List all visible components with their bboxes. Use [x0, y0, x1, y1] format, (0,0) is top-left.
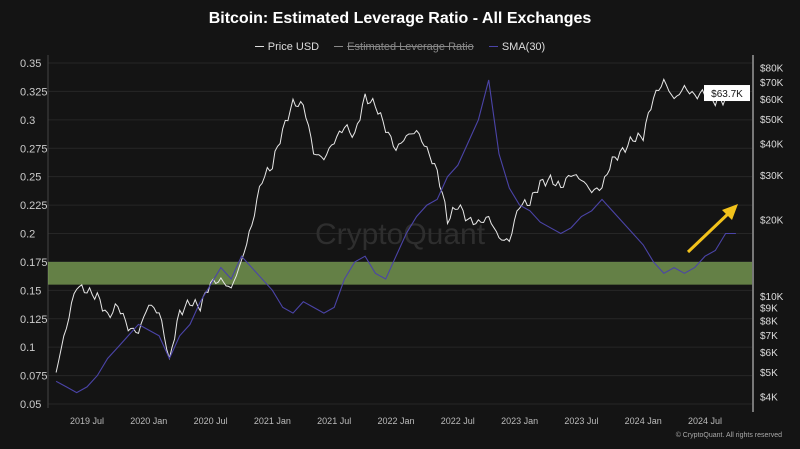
x-tick-label: 2023 Jan: [501, 416, 538, 426]
y-left-tick-label: 0.3: [20, 115, 35, 127]
x-tick-label: 2021 Jul: [317, 416, 351, 426]
y-left-tick-label: 0.35: [20, 58, 41, 70]
copyright-footer: © CryptoQuant. All rights reserved: [675, 432, 782, 439]
x-tick-label: 2019 Jul: [70, 416, 104, 426]
legend-item-sma[interactable]: SMA(30): [488, 40, 546, 53]
y-left-tick-label: 0.15: [20, 285, 41, 297]
y-right-tick-label: $10K: [760, 292, 784, 303]
highlight-band: [48, 261, 752, 285]
y-right-tick-label: $20K: [760, 216, 784, 227]
y-right-tick-label: $30K: [760, 171, 784, 182]
y-right-tick-label: $50K: [760, 115, 784, 126]
y-right-tick-label: $7K: [760, 331, 778, 342]
x-tick-label: 2022 Jul: [441, 416, 475, 426]
y-left-tick-label: 0.25: [20, 172, 41, 184]
trend-arrow-head: [722, 204, 738, 220]
y-left-tick-label: 0.325: [20, 86, 48, 98]
y-right-tick-label: $4K: [760, 393, 778, 404]
y-left-tick-label: 0.075: [20, 371, 48, 383]
leverage-ratio-line: [55, 79, 736, 394]
legend: Price USD Estimated Leverage Ratio SMA(3…: [0, 38, 800, 53]
legend-label: Estimated Leverage Ratio: [347, 40, 474, 53]
y-left-tick-label: 0.125: [20, 314, 48, 326]
y-right-tick-label: $9K: [760, 303, 778, 314]
x-tick-label: 2024 Jul: [688, 416, 722, 426]
y-left-tick-label: 0.05: [20, 399, 41, 411]
x-tick-label: 2024 Jan: [625, 416, 662, 426]
current-price-badge: [704, 85, 750, 102]
y-left-tick-label: 0.2: [20, 229, 35, 241]
x-tick-label: 2020 Jan: [130, 416, 167, 426]
y-right-tick-label: $8K: [760, 316, 778, 327]
legend-label: SMA(30): [501, 40, 546, 53]
current-price-label: $63.7K: [711, 89, 743, 100]
x-tick-label: 2023 Jul: [564, 416, 598, 426]
legend-label: Price USD: [267, 40, 320, 53]
trend-arrow-shaft: [686, 210, 732, 254]
x-tick-label: 2022 Jan: [377, 416, 414, 426]
y-right-tick-label: $40K: [760, 140, 784, 151]
y-right-tick-label: $60K: [760, 95, 784, 106]
legend-item-price[interactable]: Price USD: [254, 40, 320, 53]
y-right-tick-label: $5K: [760, 368, 778, 379]
x-tick-label: 2020 Jul: [194, 416, 228, 426]
y-right-tick-label: $6K: [760, 348, 778, 359]
chart-title: Bitcoin: Estimated Leverage Ratio - All …: [208, 10, 592, 27]
y-left-tick-label: 0.225: [20, 200, 48, 212]
x-tick-label: 2021 Jan: [254, 416, 291, 426]
y-right-tick-label: $70K: [760, 78, 784, 89]
y-right-tick-label: $80K: [760, 64, 784, 75]
y-left-tick-label: 0.275: [20, 143, 48, 155]
y-left-tick-label: 0.1: [20, 342, 35, 354]
y-left-tick-label: 0.175: [20, 257, 48, 269]
legend-item-leverage[interactable]: Estimated Leverage Ratio: [334, 41, 474, 53]
